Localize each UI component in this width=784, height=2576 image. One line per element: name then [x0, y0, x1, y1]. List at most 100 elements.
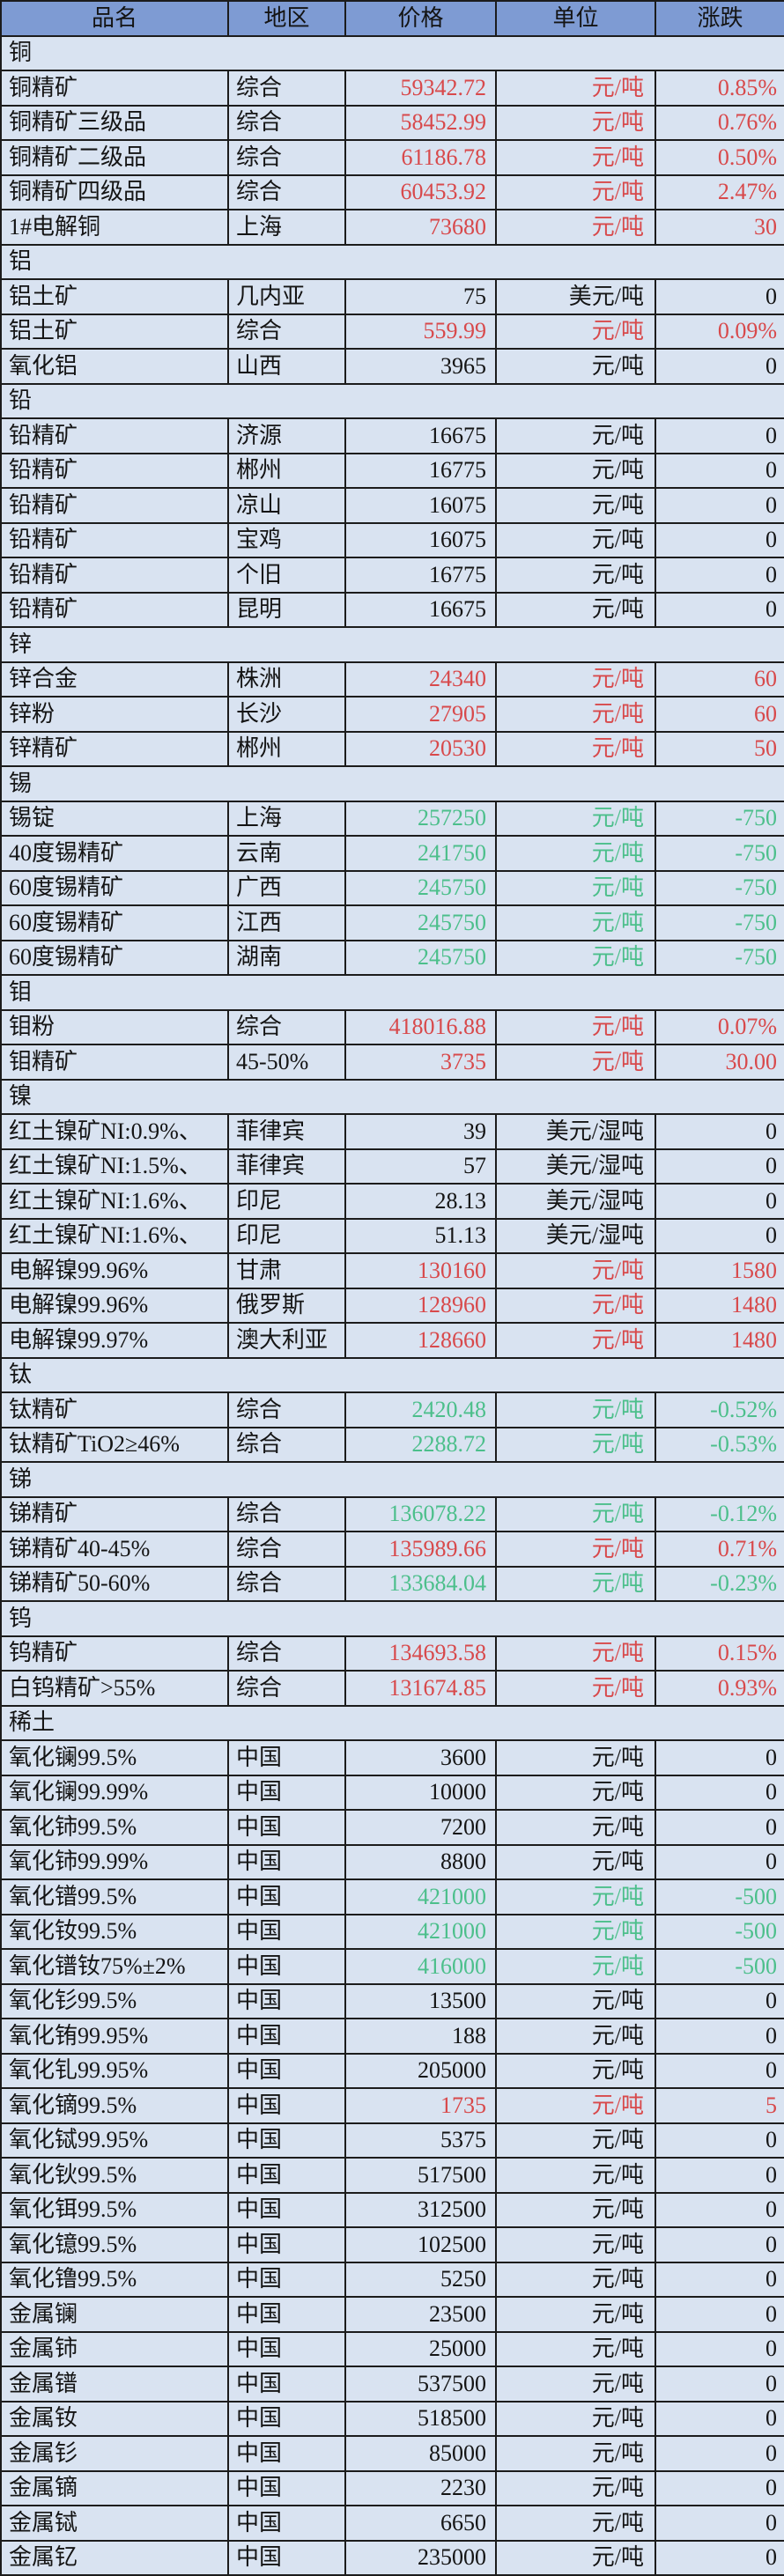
- price-cell: 3965: [344, 348, 497, 385]
- price-cell: 135989.66: [344, 1531, 497, 1568]
- price-cell: 59342.72: [344, 70, 497, 107]
- unit-cell: 元/吨: [495, 2018, 656, 2055]
- unit-cell: 元/吨: [495, 521, 656, 558]
- change-cell: 60: [655, 661, 784, 698]
- region-cell: 几内亚: [227, 278, 346, 315]
- table-row: 铅精矿 个旧 16775 元/吨 0: [0, 557, 784, 594]
- price-cell: 10000: [344, 1774, 497, 1811]
- region-cell: 45-50%: [227, 1044, 346, 1081]
- product-name-cell: 铅精矿: [0, 487, 229, 524]
- table-row: 铝土矿 综合 559.99 元/吨 0.09%: [0, 313, 784, 350]
- product-name-cell: 锑精矿50-60%: [0, 1565, 229, 1602]
- unit-cell: 元/吨: [495, 173, 656, 210]
- unit-cell: 元/吨: [495, 1635, 656, 1672]
- product-name-cell: 氧化钬99.5%: [0, 2157, 229, 2194]
- unit-cell: 元/吨: [495, 591, 656, 628]
- change-cell: 0: [655, 452, 784, 489]
- price-cell: 130160: [344, 1252, 497, 1289]
- region-cell: 综合: [227, 104, 346, 141]
- table-row: 金属镝 中国 2230 元/吨 0: [0, 2469, 784, 2506]
- table-row: 锑精矿50-60% 综合 133684.04 元/吨 -0.23%: [0, 1565, 784, 1602]
- price-cell: 25000: [344, 2330, 497, 2367]
- product-name-cell: 钼粉: [0, 1008, 229, 1045]
- change-cell: 30.00: [655, 1044, 784, 1081]
- product-name-cell: 铜精矿二级品: [0, 139, 229, 176]
- change-cell: 0.09%: [655, 313, 784, 350]
- product-name-cell: 铜精矿: [0, 70, 229, 107]
- change-cell: 0: [655, 2261, 784, 2298]
- price-cell: 2230: [344, 2469, 497, 2506]
- region-cell: 综合: [227, 1426, 346, 1463]
- unit-cell: 元/吨: [495, 487, 656, 524]
- product-name-cell: 铅精矿: [0, 557, 229, 594]
- product-name-cell: 铅精矿: [0, 521, 229, 558]
- column-header-price: 价格: [344, 0, 497, 37]
- change-cell: 0: [655, 2191, 784, 2228]
- unit-cell: 元/吨: [495, 2539, 656, 2576]
- change-cell: 50: [655, 730, 784, 767]
- change-cell: 0: [655, 1809, 784, 1846]
- section-label: 铜: [0, 34, 784, 71]
- unit-cell: 元/吨: [495, 1495, 656, 1532]
- column-header-name: 品名: [0, 0, 229, 37]
- product-name-cell: 氧化钆99.95%: [0, 2052, 229, 2089]
- region-cell: 株洲: [227, 661, 346, 698]
- table-row: 氧化铈99.99% 中国 8800 元/吨 0: [0, 1843, 784, 1880]
- unit-cell: 美元/吨: [495, 278, 656, 315]
- section-label: 铝: [0, 243, 784, 280]
- change-cell: 0: [655, 2505, 784, 2542]
- product-name-cell: 锌粉: [0, 696, 229, 733]
- change-cell: 0: [655, 2157, 784, 2194]
- change-cell: 0.50%: [655, 139, 784, 176]
- table-row: 60度锡精矿 湖南 245750 元/吨 -750: [0, 939, 784, 976]
- unit-cell: 元/吨: [495, 2261, 656, 2298]
- product-name-cell: 红土镍矿NI:1.5%、: [0, 1148, 229, 1185]
- table-row: 金属镨 中国 537500 元/吨 0: [0, 2366, 784, 2403]
- table-row: 白钨精矿>55% 综合 131674.85 元/吨 0.93%: [0, 1670, 784, 1707]
- region-cell: 综合: [227, 1635, 346, 1672]
- price-cell: 245750: [344, 939, 497, 976]
- unit-cell: 元/吨: [495, 869, 656, 906]
- change-cell: 0: [655, 348, 784, 385]
- price-cell: 136078.22: [344, 1495, 497, 1532]
- change-cell: 0: [655, 417, 784, 454]
- unit-cell: 元/吨: [495, 730, 656, 767]
- change-cell: 1480: [655, 1322, 784, 1359]
- change-cell: 0: [655, 487, 784, 524]
- region-cell: 俄罗斯: [227, 1287, 346, 1324]
- product-name-cell: 红土镍矿NI:1.6%、: [0, 1183, 229, 1220]
- unit-cell: 元/吨: [495, 939, 656, 976]
- change-cell: 0: [655, 2435, 784, 2472]
- price-cell: 128660: [344, 1322, 497, 1359]
- section-row: 锑: [0, 1461, 784, 1498]
- table-row: 锑精矿 综合 136078.22 元/吨 -0.12%: [0, 1495, 784, 1532]
- change-cell: 1480: [655, 1287, 784, 1324]
- section-row: 锡: [0, 765, 784, 802]
- unit-cell: 元/吨: [495, 1809, 656, 1846]
- table-row: 钼粉 综合 418016.88 元/吨 0.07%: [0, 1008, 784, 1045]
- table-row: 铅精矿 凉山 16075 元/吨 0: [0, 487, 784, 524]
- region-cell: 中国: [227, 1982, 346, 2019]
- region-cell: 中国: [227, 2366, 346, 2403]
- price-cell: 2288.72: [344, 1426, 497, 1463]
- price-cell: 537500: [344, 2366, 497, 2403]
- product-name-cell: 氧化镧99.99%: [0, 1774, 229, 1811]
- change-cell: 0.07%: [655, 1008, 784, 1045]
- table-row: 金属铈 中国 25000 元/吨 0: [0, 2330, 784, 2367]
- price-cell: 61186.78: [344, 139, 497, 176]
- price-cell: 128960: [344, 1287, 497, 1324]
- change-cell: 0: [655, 557, 784, 594]
- unit-cell: 美元/湿吨: [495, 1183, 656, 1220]
- region-cell: 中国: [227, 2087, 346, 2124]
- change-cell: 0: [655, 2122, 784, 2159]
- section-label: 锡: [0, 765, 784, 802]
- region-cell: 中国: [227, 2296, 346, 2333]
- region-cell: 个旧: [227, 557, 346, 594]
- price-cell: 102500: [344, 2226, 497, 2263]
- change-cell: 0: [655, 1183, 784, 1220]
- change-cell: 0: [655, 591, 784, 628]
- table-row: 氧化钆99.95% 中国 205000 元/吨 0: [0, 2052, 784, 2089]
- price-cell: 518500: [344, 2400, 497, 2437]
- change-cell: 0: [655, 1148, 784, 1185]
- table-row: 金属钐 中国 85000 元/吨 0: [0, 2435, 784, 2472]
